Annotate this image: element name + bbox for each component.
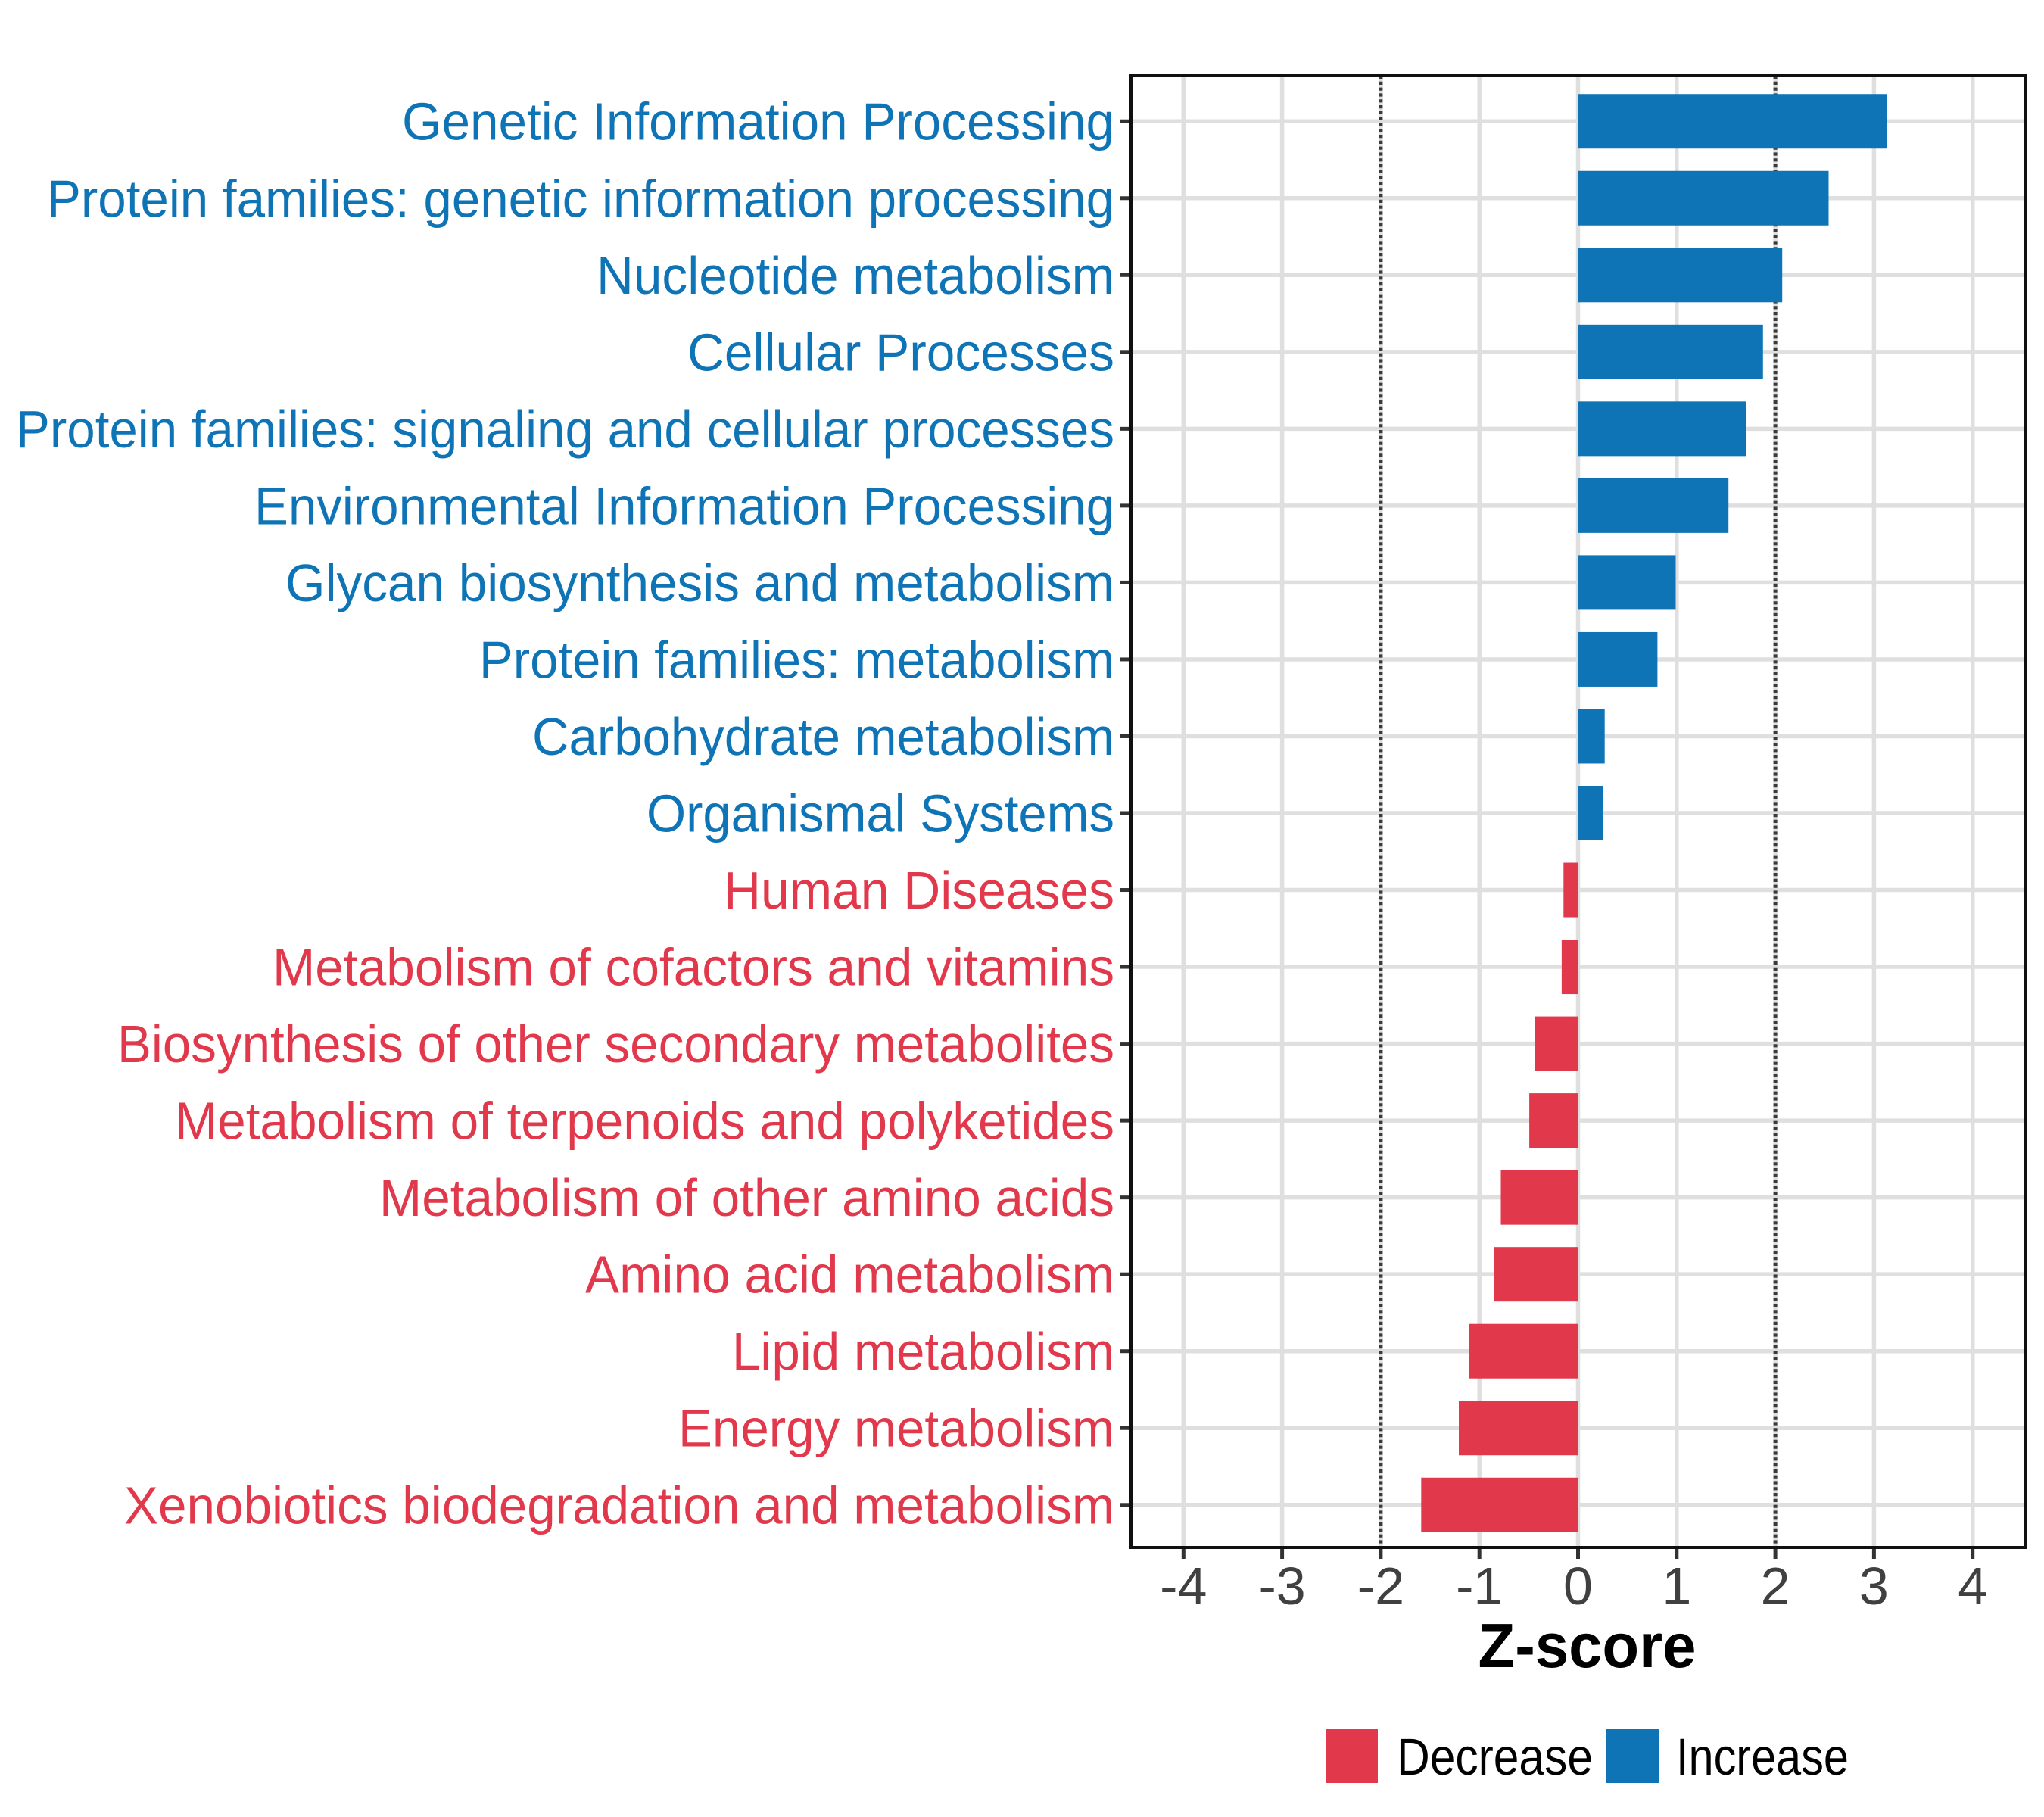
svg-text:Human Diseases: Human Diseases (724, 861, 1114, 920)
svg-text:-1: -1 (1456, 1557, 1503, 1616)
svg-text:Organismal Systems: Organismal Systems (647, 784, 1114, 843)
svg-text:Metabolism of other amino acid: Metabolism of other amino acids (379, 1168, 1114, 1227)
svg-text:Protein families: genetic info: Protein families: genetic information pr… (47, 169, 1114, 228)
svg-text:Protein families: signaling an: Protein families: signaling and cellular… (16, 400, 1114, 459)
svg-text:Lipid metabolism: Lipid metabolism (732, 1322, 1114, 1381)
svg-text:Nucleotide metabolism: Nucleotide metabolism (597, 246, 1114, 305)
svg-text:Environmental Information Proc: Environmental Information Processing (254, 476, 1114, 535)
svg-text:Glycan biosynthesis and metabo: Glycan biosynthesis and metabolism (285, 553, 1114, 612)
svg-text:3: 3 (1859, 1557, 1889, 1616)
svg-text:Xenobiotics biodegradation and: Xenobiotics biodegradation and metabolis… (124, 1476, 1114, 1535)
svg-text:4: 4 (1958, 1557, 1987, 1616)
svg-text:Decrease: Decrease (1397, 1728, 1593, 1786)
svg-text:Z-score: Z-score (1478, 1610, 1697, 1681)
svg-text:-3: -3 (1258, 1557, 1305, 1616)
svg-text:-2: -2 (1357, 1557, 1404, 1616)
svg-text:Carbohydrate metabolism: Carbohydrate metabolism (532, 707, 1114, 766)
svg-text:Cellular Processes: Cellular Processes (687, 323, 1114, 382)
svg-text:Protein families: metabolism: Protein families: metabolism (479, 630, 1114, 689)
svg-text:Amino acid metabolism: Amino acid metabolism (585, 1245, 1114, 1304)
svg-text:Biosynthesis of other secondar: Biosynthesis of other secondary metaboli… (117, 1014, 1114, 1074)
svg-text:Increase: Increase (1676, 1728, 1849, 1786)
svg-text:Metabolism of cofactors and vi: Metabolism of cofactors and vitamins (273, 938, 1114, 997)
svg-text:Metabolism of terpenoids and p: Metabolism of terpenoids and polyketides (175, 1092, 1114, 1151)
svg-text:2: 2 (1761, 1557, 1790, 1616)
svg-text:Energy metabolism: Energy metabolism (678, 1399, 1114, 1458)
svg-text:0: 0 (1563, 1557, 1593, 1616)
svg-text:-4: -4 (1160, 1557, 1207, 1616)
svg-text:1: 1 (1662, 1557, 1691, 1616)
svg-text:Genetic Information Processing: Genetic Information Processing (402, 92, 1114, 151)
